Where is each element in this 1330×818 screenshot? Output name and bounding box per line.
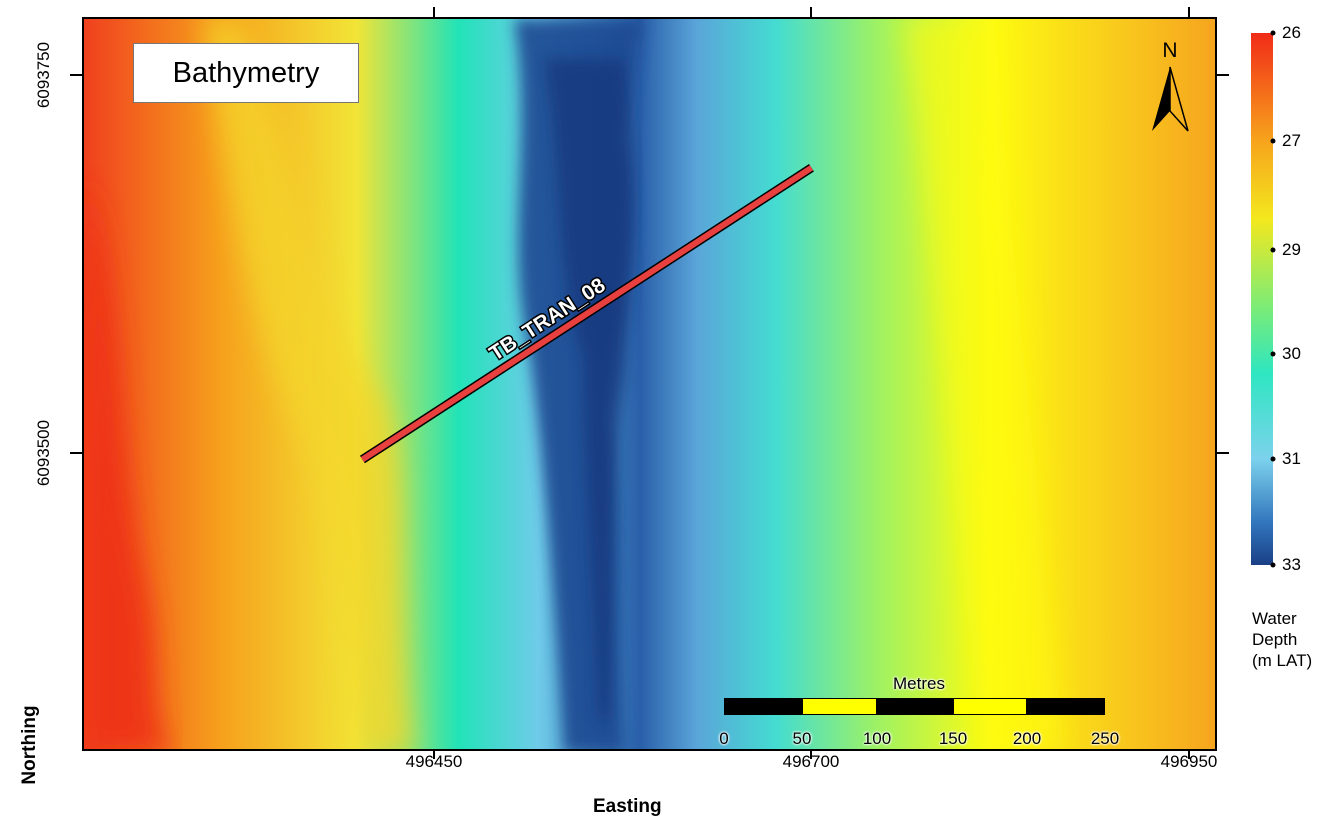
north-arrow: N [1146, 39, 1194, 139]
transect-line[interactable] [360, 165, 814, 463]
north-letter: N [1162, 39, 1178, 62]
north-arrow-icon [1152, 66, 1189, 132]
legend-tick [1270, 138, 1276, 144]
x-tick-mark-bottom [433, 749, 435, 759]
scale-bar: Metres 0 50 100 150 200 250 [719, 673, 1119, 749]
scale-segment [953, 698, 1027, 715]
legend-tick [1270, 351, 1276, 357]
legend-tick [1270, 30, 1276, 36]
x-tick-mark-top [433, 7, 435, 19]
legend-label: 30 [1282, 344, 1301, 363]
x-tick-mark-bottom [1188, 749, 1190, 759]
bathymetry-map[interactable]: TB_TRAN_08 Bathymetry N Metres 0 50 100 … [82, 17, 1217, 751]
y-tick-label: 6093750 [34, 41, 53, 109]
scale-segment [1027, 698, 1105, 715]
scale-label: 150 [938, 729, 968, 748]
legend-tick [1270, 247, 1276, 253]
scale-label: 250 [1090, 729, 1120, 748]
legend-tick [1270, 562, 1276, 568]
legend-label: 33 [1282, 555, 1301, 574]
y-tick-mark-right [1217, 452, 1229, 454]
legend-label: 26 [1282, 23, 1301, 42]
x-tick-label: 496950 [1160, 752, 1218, 771]
scale-segment [802, 698, 877, 715]
depth-legend-colorbar [1251, 33, 1273, 565]
y-tick-mark-left [70, 452, 82, 454]
bathymetry-raster: TB_TRAN_08 [84, 19, 1215, 749]
map-title: Bathymetry [133, 43, 359, 103]
x-tick-label: 496450 [405, 752, 463, 771]
x-tick-mark-bottom [810, 749, 812, 759]
y-tick-mark-left [70, 74, 82, 76]
legend-title: Water Depth (m LAT) [1252, 608, 1330, 671]
legend-label: 31 [1282, 449, 1301, 468]
scale-label: 0 [719, 729, 729, 748]
scale-label: 100 [862, 729, 892, 748]
y-tick-mark-right [1217, 74, 1229, 76]
legend-title-line: (m LAT) [1252, 651, 1313, 670]
x-axis-title: Easting [593, 796, 662, 817]
legend-title-line: Depth [1252, 630, 1298, 649]
y-axis-title: Northing [19, 705, 40, 785]
x-tick-mark-top [1188, 7, 1190, 19]
scale-label: 200 [1012, 729, 1042, 748]
x-tick-mark-top [810, 7, 812, 19]
legend-title-line: Water [1252, 609, 1297, 628]
legend-tick [1270, 456, 1276, 462]
x-tick-label: 496700 [782, 752, 840, 771]
legend-label: 29 [1282, 240, 1301, 259]
legend-label: 27 [1282, 131, 1301, 150]
scale-segment [724, 698, 802, 715]
y-tick-label: 6093500 [34, 419, 53, 487]
scale-bar-title: Metres [893, 674, 945, 693]
scale-segment [877, 698, 953, 715]
scale-label: 50 [792, 729, 812, 748]
